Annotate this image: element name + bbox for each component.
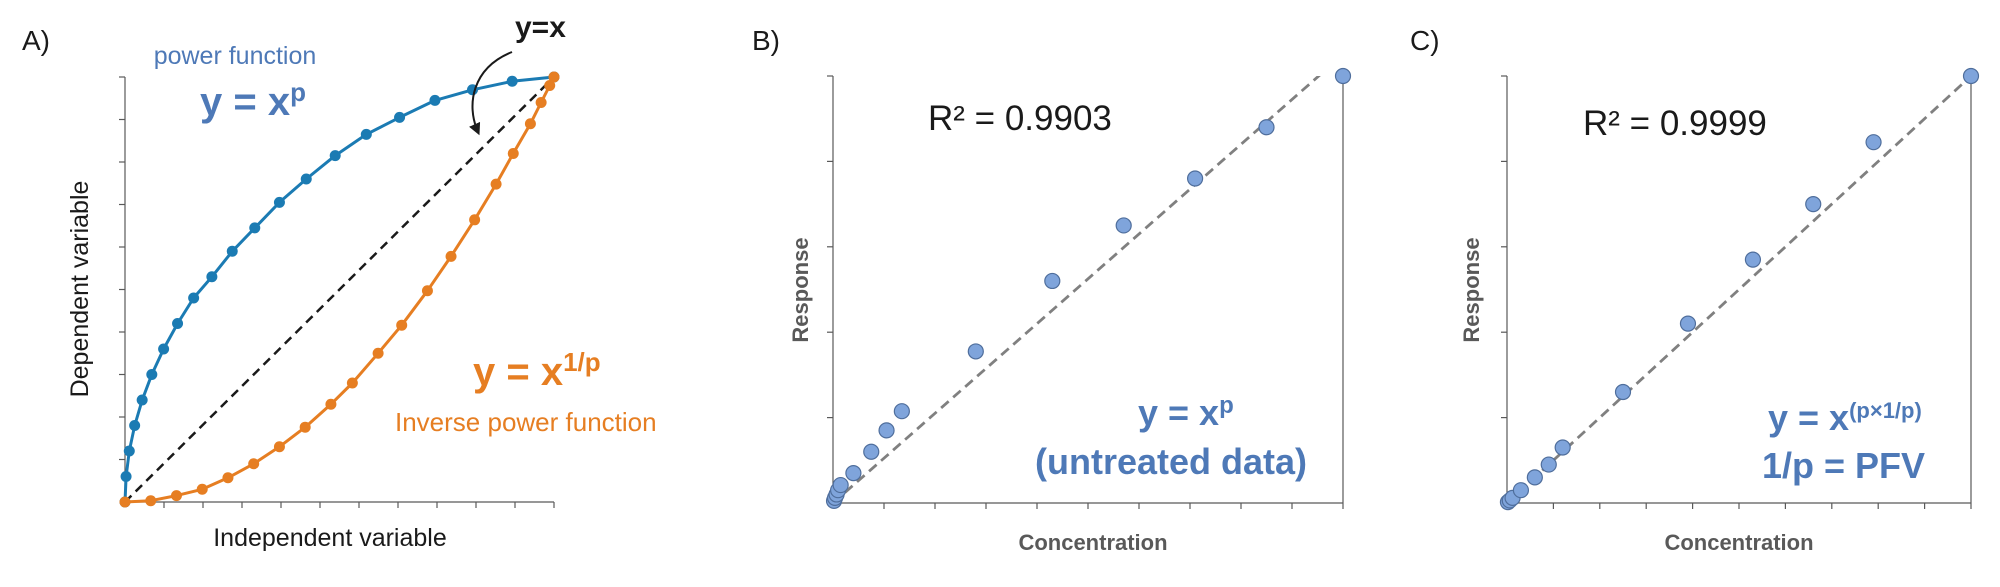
panel-b-trendline — [833, 76, 1321, 503]
panel-c-equation-note: 1/p = PFV — [1762, 445, 1925, 486]
panel-a: A) Independent variable Dependent variab… — [22, 11, 657, 552]
power-function-point — [120, 471, 132, 482]
inverse-power-function-point — [421, 285, 433, 297]
panel-c-data-point — [1962, 67, 1980, 85]
panel-b-data-point — [1115, 217, 1132, 234]
power-function-equation: y = xp — [200, 77, 306, 124]
power-function-point — [249, 222, 261, 234]
inverse-power-function-point — [273, 441, 285, 453]
power-function-point — [226, 245, 238, 257]
power-function-point — [123, 445, 135, 457]
panel-b-data-point — [1258, 119, 1275, 136]
panel-b-data-point — [1186, 170, 1204, 187]
panel-b-data-point — [967, 343, 984, 360]
panel-c-r2-label: R² = 0.9999 — [1583, 104, 1767, 143]
inverse-power-function-point — [299, 421, 311, 433]
power-function-point — [146, 369, 158, 380]
panel-c-label: C) — [1410, 25, 1440, 56]
panel-b-equation-note: (untreated data) — [1035, 441, 1307, 482]
panel-b-data-point — [893, 403, 910, 420]
panel-c-data-point — [1805, 196, 1822, 213]
panel-c-data-point — [1554, 439, 1571, 456]
panel-c-data-point — [1540, 456, 1557, 473]
panel-c-data-point — [1679, 315, 1697, 332]
identity-line — [124, 76, 555, 503]
power-function-point — [329, 150, 341, 162]
power-function-point — [136, 394, 148, 406]
panel-b-plot — [825, 67, 1352, 509]
inverse-power-function-point — [548, 71, 560, 83]
power-function-point — [429, 94, 441, 106]
inverse-power-function-point — [325, 398, 337, 410]
panel-b-x-axis-label: Concentration — [1018, 530, 1167, 555]
power-function-point — [129, 420, 141, 431]
inverse-power-function-point — [196, 483, 208, 495]
inverse-power-function-point — [396, 319, 408, 331]
inverse-power-function-point — [469, 214, 481, 226]
panel-a-y-axis-label: Dependent variable — [66, 181, 94, 398]
power-function-point — [158, 343, 170, 355]
panel-a-plot — [119, 71, 560, 508]
inverse-function-title: Inverse power function — [395, 407, 657, 437]
panel-a-ticks — [119, 76, 555, 508]
inverse-power-function-point — [170, 490, 182, 502]
inverse-power-function-point — [248, 458, 260, 470]
inverse-power-function-point — [372, 347, 384, 359]
inverse-power-function-point — [535, 97, 547, 108]
panel-c-y-axis-label: Response — [1459, 237, 1484, 342]
panel-b-data-point — [878, 422, 895, 439]
panel-c-plot — [1499, 67, 1980, 511]
power-function-point — [394, 111, 406, 123]
inverse-power-function-point — [145, 495, 157, 507]
panel-c: C) Concentration Response R² = 0.9999 y … — [1410, 25, 1980, 555]
inverse-power-function-point — [524, 118, 536, 130]
panel-b-equation: y = xp — [1138, 392, 1234, 433]
panel-c-data-point — [1512, 482, 1530, 499]
inverse-power-function-point — [445, 250, 457, 262]
panel-b-data-point — [832, 476, 849, 494]
inverse-power-function-point — [490, 178, 502, 190]
panel-c-data-point — [1865, 134, 1882, 151]
panel-b-y-axis-label: Response — [788, 237, 813, 342]
inverse-power-function-point — [119, 496, 131, 508]
panel-b-data-point — [863, 443, 880, 460]
inverse-power-function-point — [507, 148, 519, 159]
power-function-point — [188, 292, 200, 304]
inverse-power-function-point — [222, 472, 234, 484]
power-function-point — [206, 271, 218, 283]
power-function-point — [506, 75, 518, 87]
power-function-point — [360, 128, 372, 140]
panel-c-data-point — [1526, 469, 1543, 486]
identity-arrow — [469, 51, 513, 136]
panel-a-x-axis-label: Independent variable — [213, 524, 447, 552]
panel-b: B) Concentration Response R² = 0.9903 y … — [752, 25, 1352, 555]
panel-c-x-axis-label: Concentration — [1664, 530, 1813, 555]
panel-b-ticks — [827, 75, 1344, 509]
inverse-power-function-point — [544, 80, 556, 91]
panel-c-equation: y = x(p×1/p) — [1768, 397, 1922, 438]
inverse-power-function-point — [346, 377, 358, 389]
power-function-point — [273, 196, 285, 208]
panel-a-label: A) — [22, 25, 50, 56]
panel-b-data-point — [845, 465, 862, 482]
inverse-function-equation: y = x1/p — [473, 347, 601, 394]
panel-c-data-point — [1744, 251, 1762, 268]
panel-c-trendline — [1507, 76, 1971, 503]
panel-c-ticks — [1501, 75, 1972, 509]
panel-b-data-point — [1334, 67, 1352, 85]
power-function-title: power function — [154, 42, 317, 70]
power-function-point — [172, 318, 184, 329]
panel-b-label: B) — [752, 25, 780, 56]
identity-line-label: y=x — [515, 11, 566, 44]
panel-b-data-point — [1044, 272, 1061, 290]
panel-c-data-point — [1614, 383, 1632, 401]
panel-b-r2-label: R² = 0.9903 — [928, 99, 1112, 138]
power-function-point — [300, 173, 312, 185]
